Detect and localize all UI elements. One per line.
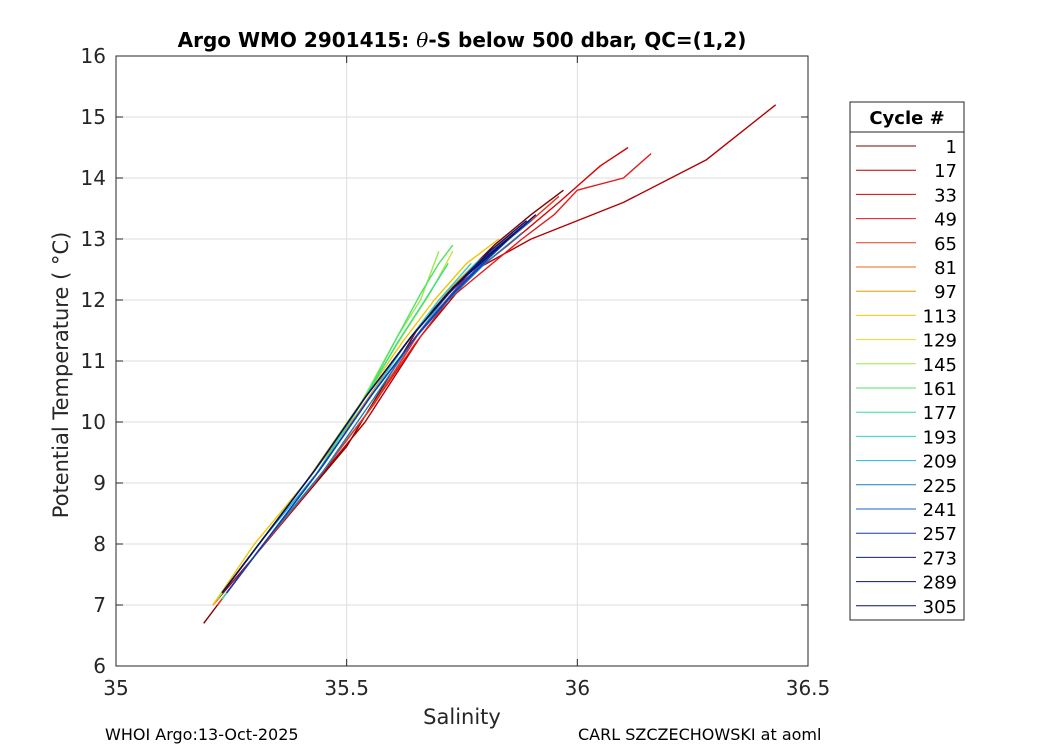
chart-title: Argo WMO 2901415: θ-S below 500 dbar, QC… <box>178 28 747 52</box>
x-tick-label: 35.5 <box>324 676 369 700</box>
y-tick-label: 14 <box>81 166 106 190</box>
x-tick-label: 36 <box>565 676 590 700</box>
theta-symbol: θ <box>416 28 428 52</box>
series-line-cycle-113 <box>212 238 500 606</box>
legend-label-81: 81 <box>934 258 957 279</box>
legend-label-49: 49 <box>934 210 957 231</box>
data-series <box>203 104 777 624</box>
legend-label-65: 65 <box>934 234 957 255</box>
legend-label-17: 17 <box>934 161 957 182</box>
y-tick-label: 16 <box>81 44 106 68</box>
series-line-cycle-257 <box>226 226 523 594</box>
y-tick-label: 8 <box>93 532 106 556</box>
y-tick-label: 13 <box>81 227 106 251</box>
legend-label-161: 161 <box>923 379 957 400</box>
x-tick-label: 36.5 <box>786 676 831 700</box>
y-tick-label: 10 <box>81 410 106 434</box>
y-axis-label: Potential Temperature ( °C) <box>49 232 73 519</box>
y-tick-label: 7 <box>93 593 106 617</box>
series-line-cycle-305 <box>221 214 537 594</box>
y-tick-label: 6 <box>93 654 106 678</box>
legend-label-257: 257 <box>923 524 957 545</box>
y-tick-label: 11 <box>81 349 106 373</box>
legend-label-1: 1 <box>946 137 957 158</box>
legend-label-225: 225 <box>923 476 957 497</box>
legend-label-129: 129 <box>923 331 957 352</box>
legend: Cycle # 1 17 33 49 65 81 97 113 129 145 161 177 193 2… <box>849 101 965 621</box>
legend-label-177: 177 <box>923 403 957 424</box>
footer-source: WHOI Argo:13-Oct-2025 <box>105 725 299 744</box>
legend-label-241: 241 <box>923 500 957 521</box>
x-tick-label: 35 <box>103 676 128 700</box>
legend-label-193: 193 <box>923 427 957 448</box>
y-tick-label: 15 <box>81 105 106 129</box>
legend-label-305: 305 <box>923 597 957 618</box>
legend-label-273: 273 <box>923 548 957 569</box>
legend-label-145: 145 <box>923 355 957 376</box>
x-axis-label: Salinity <box>423 705 501 729</box>
legend-label-209: 209 <box>923 452 957 473</box>
y-tick-label: 12 <box>81 288 106 312</box>
axis-ticks: 35 35.5 36 36.5 6 7 8 9 10 11 12 13 14 15 16 <box>81 44 831 700</box>
legend-label-289: 289 <box>923 573 957 594</box>
legend-label-97: 97 <box>934 282 957 303</box>
legend-title: Cycle # <box>869 108 944 129</box>
y-tick-label: 9 <box>93 471 106 495</box>
footer-operator: CARL SZCZECHOWSKI at aoml <box>578 725 822 744</box>
legend-label-113: 113 <box>923 306 957 327</box>
legend-label-33: 33 <box>934 185 957 206</box>
